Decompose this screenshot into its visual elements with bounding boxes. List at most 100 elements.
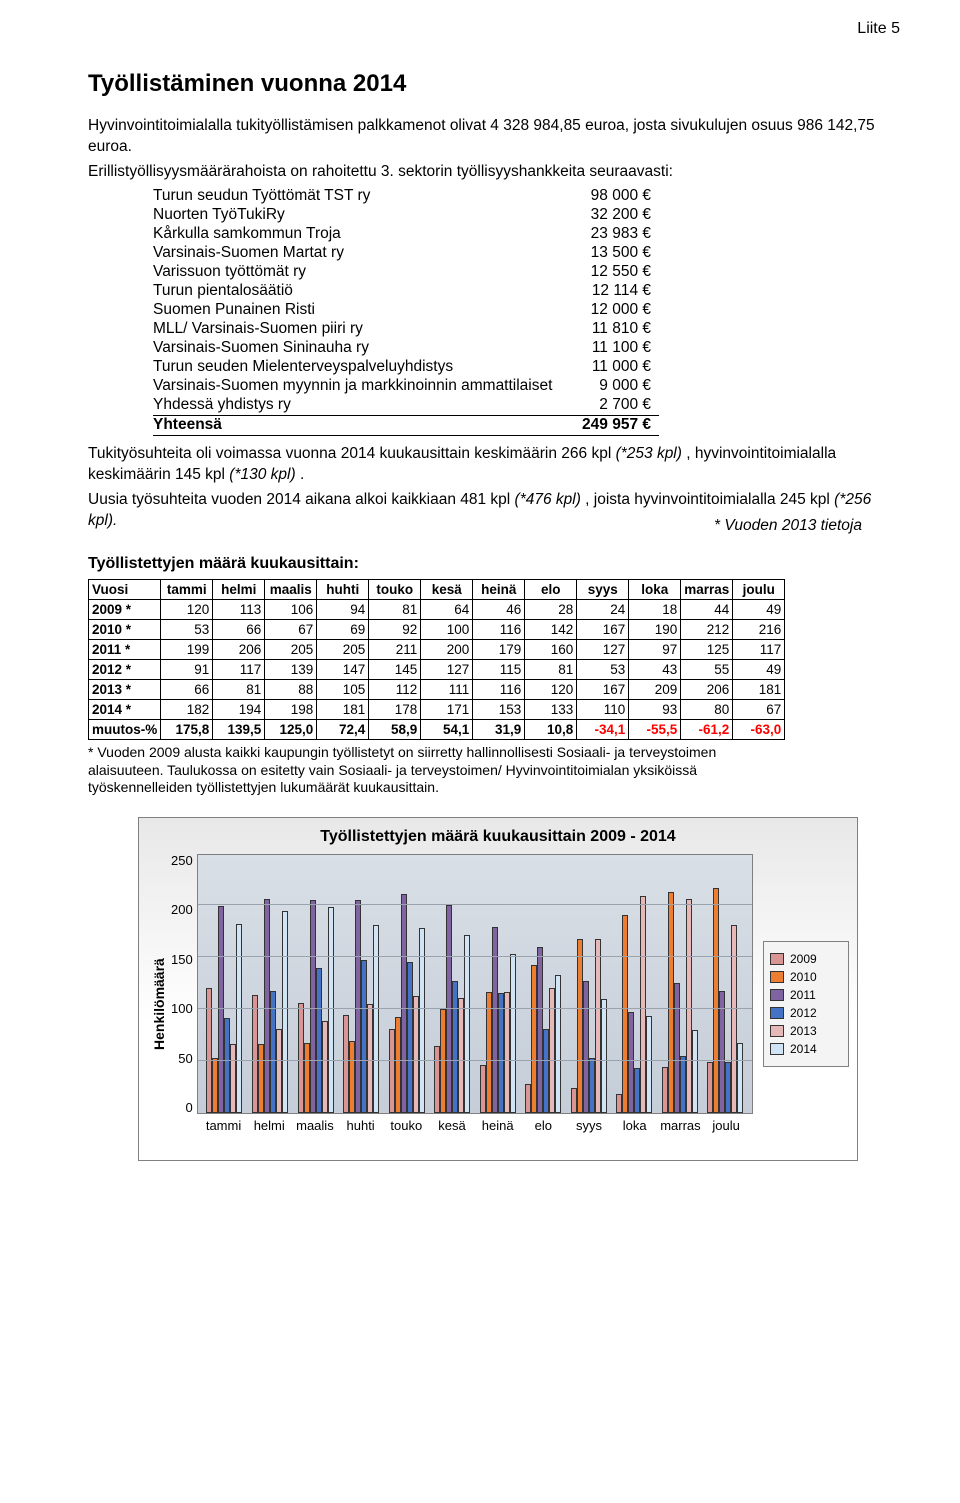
table-cell: 116 <box>473 620 525 640</box>
table-row-label: 2011 * <box>89 640 161 660</box>
legend-swatch <box>770 1007 784 1019</box>
table-cell: 116 <box>473 680 525 700</box>
table-cell: 117 <box>213 660 265 680</box>
table-change-cell: -61,2 <box>681 720 733 740</box>
legend-item: 2010 <box>770 970 842 984</box>
table-cell: 66 <box>161 680 213 700</box>
table-cell: 69 <box>317 620 369 640</box>
table-col-month: heinä <box>473 580 525 600</box>
fund-item-value: 2 700 € <box>571 396 659 416</box>
legend-swatch <box>770 989 784 1001</box>
bar-group <box>338 900 384 1113</box>
table-row-label: 2012 * <box>89 660 161 680</box>
table-cell: 211 <box>369 640 421 660</box>
chart-y-ticks: 250200150100500 <box>171 854 197 1114</box>
fund-item-label: Turun seuden Mielenterveyspalveluyhdisty… <box>153 358 571 377</box>
table-col-month: elo <box>525 580 577 600</box>
x-tick: syys <box>566 1118 612 1133</box>
fund-item-label: Varsinais-Suomen myynnin ja markkinoinni… <box>153 377 571 396</box>
x-tick: heinä <box>475 1118 521 1133</box>
bar <box>464 935 470 1113</box>
table-cell: 53 <box>577 660 629 680</box>
table-cell: 43 <box>629 660 681 680</box>
table-cell: 127 <box>577 640 629 660</box>
chart-legend: 200920102011201220132014 <box>763 941 849 1067</box>
table-cell: 147 <box>317 660 369 680</box>
table-cell: 160 <box>525 640 577 660</box>
table-row-label: 2013 * <box>89 680 161 700</box>
table-cell: 112 <box>369 680 421 700</box>
table-cell: 53 <box>161 620 213 640</box>
table-cell: 194 <box>213 700 265 720</box>
bar-group <box>611 896 657 1113</box>
y-tick: 200 <box>171 903 193 916</box>
table-cell: 97 <box>629 640 681 660</box>
bar <box>601 999 607 1113</box>
table-col-year: Vuosi <box>89 580 161 600</box>
x-tick: tammi <box>201 1118 247 1133</box>
table-change-label: muutos-% <box>89 720 161 740</box>
table-footnote: * Vuoden 2009 alusta kaikki kaupungin ty… <box>88 744 902 797</box>
legend-label: 2009 <box>790 952 817 966</box>
x-tick: helmi <box>246 1118 292 1133</box>
bar-group <box>384 894 430 1113</box>
bar <box>373 925 379 1113</box>
legend-item: 2012 <box>770 1006 842 1020</box>
fund-item-label: Turun seudun Työttömät TST ry <box>153 187 571 206</box>
table-cell: 145 <box>369 660 421 680</box>
page-title: Työllistäminen vuonna 2014 <box>88 70 902 98</box>
table-cell: 120 <box>161 600 213 620</box>
table-change-cell: 10,8 <box>525 720 577 740</box>
fund-item-value: 32 200 € <box>571 206 659 225</box>
table-cell: 28 <box>525 600 577 620</box>
fund-total-value: 249 957 € <box>571 415 659 435</box>
bar-group <box>475 927 521 1113</box>
bar-group <box>429 905 475 1113</box>
table-col-month: marras <box>681 580 733 600</box>
x-tick: touko <box>383 1118 429 1133</box>
table-cell: 94 <box>317 600 369 620</box>
asterisk-note: * Vuoden 2013 tietoja <box>58 517 862 535</box>
table-heading: Työllistettyjen määrä kuukausittain: <box>88 555 902 573</box>
table-col-month: syys <box>577 580 629 600</box>
fund-item-label: Kårkulla samkommun Troja <box>153 225 571 244</box>
table-cell: 209 <box>629 680 681 700</box>
table-change-cell: 58,9 <box>369 720 421 740</box>
table-row-label: 2014 * <box>89 700 161 720</box>
table-cell: 100 <box>421 620 473 640</box>
table-cell: 49 <box>733 600 785 620</box>
table-cell: 49 <box>733 660 785 680</box>
table-cell: 199 <box>161 640 213 660</box>
legend-swatch <box>770 953 784 965</box>
fund-item-label: Suomen Punainen Risti <box>153 301 571 320</box>
bar <box>555 975 561 1113</box>
bar <box>282 911 288 1113</box>
table-cell: 167 <box>577 680 629 700</box>
table-change-cell: 31,9 <box>473 720 525 740</box>
bar-group <box>657 892 703 1112</box>
table-col-month: huhti <box>317 580 369 600</box>
table-cell: 81 <box>213 680 265 700</box>
table-cell: 44 <box>681 600 733 620</box>
bar-group <box>202 906 248 1113</box>
table-cell: 205 <box>317 640 369 660</box>
table-change-cell: 72,4 <box>317 720 369 740</box>
table-change-cell: 139,5 <box>213 720 265 740</box>
bar <box>737 1043 743 1113</box>
table-cell: 200 <box>421 640 473 660</box>
table-col-month: tammi <box>161 580 213 600</box>
table-cell: 111 <box>421 680 473 700</box>
table-cell: 67 <box>265 620 317 640</box>
table-cell: 216 <box>733 620 785 640</box>
table-cell: 93 <box>629 700 681 720</box>
table-cell: 18 <box>629 600 681 620</box>
table-cell: 117 <box>733 640 785 660</box>
table-cell: 55 <box>681 660 733 680</box>
bar-group <box>520 947 566 1113</box>
table-cell: 46 <box>473 600 525 620</box>
table-cell: 179 <box>473 640 525 660</box>
x-tick: joulu <box>703 1118 749 1133</box>
table-cell: 190 <box>629 620 681 640</box>
bar-group <box>566 939 612 1113</box>
legend-swatch <box>770 1043 784 1055</box>
